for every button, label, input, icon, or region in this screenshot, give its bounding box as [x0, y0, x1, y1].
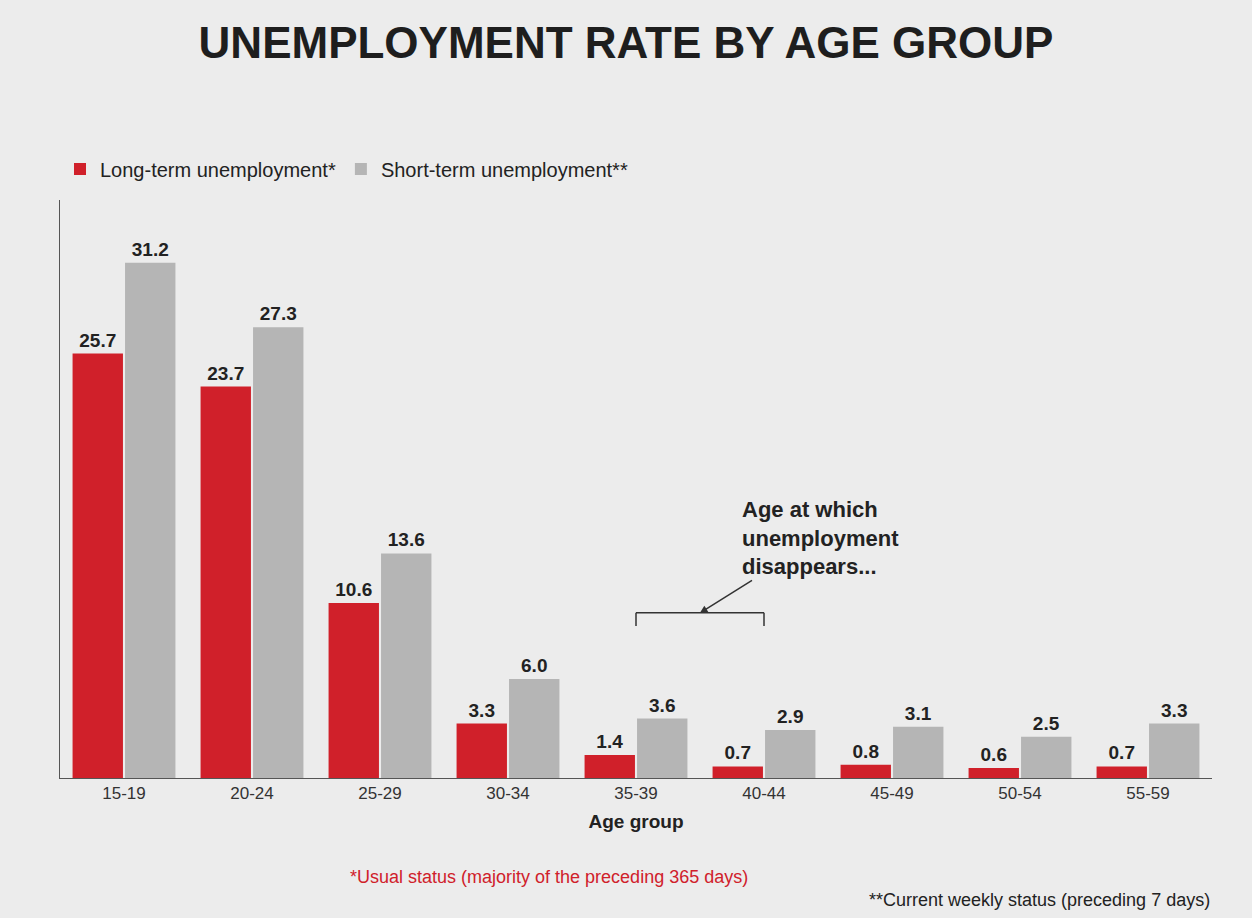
svg-text:55-59: 55-59 [1126, 784, 1169, 803]
svg-text:30-34: 30-34 [486, 784, 529, 803]
svg-text:2.9: 2.9 [777, 706, 803, 727]
svg-text:15-19: 15-19 [102, 784, 145, 803]
svg-text:45-49: 45-49 [870, 784, 913, 803]
svg-text:25.7: 25.7 [79, 330, 116, 351]
svg-text:2.5: 2.5 [1033, 713, 1060, 734]
svg-text:27.3: 27.3 [260, 303, 297, 324]
svg-text:0.6: 0.6 [981, 744, 1007, 765]
svg-text:50-54: 50-54 [998, 784, 1041, 803]
svg-text:25-29: 25-29 [358, 784, 401, 803]
svg-text:0.7: 0.7 [725, 742, 751, 763]
svg-text:20-24: 20-24 [230, 784, 273, 803]
svg-text:3.3: 3.3 [469, 700, 495, 721]
svg-text:UNEMPLOYMENT RATE BY AGE GROUP: UNEMPLOYMENT RATE BY AGE GROUP [199, 18, 1054, 67]
svg-text:10.6: 10.6 [335, 579, 372, 600]
svg-text:3.6: 3.6 [649, 695, 675, 716]
svg-text:*Usual status (majority of the: *Usual status (majority of the preceding… [350, 867, 748, 887]
svg-text:1.4: 1.4 [596, 731, 623, 752]
svg-text:35-39: 35-39 [614, 784, 657, 803]
svg-text:3.1: 3.1 [905, 703, 932, 724]
svg-text:Age at whichunemploymentdisapp: Age at whichunemploymentdisappears... [742, 497, 899, 579]
svg-text:13.6: 13.6 [388, 529, 425, 550]
svg-text:23.7: 23.7 [207, 363, 244, 384]
svg-text:40-44: 40-44 [742, 784, 785, 803]
svg-text:31.2: 31.2 [132, 239, 169, 260]
svg-text:6.0: 6.0 [521, 655, 547, 676]
svg-text:**Current weekly status (prece: **Current weekly status (preceding 7 day… [869, 890, 1210, 910]
svg-text:0.7: 0.7 [1109, 742, 1135, 763]
svg-text:3.3: 3.3 [1161, 700, 1187, 721]
svg-text:0.8: 0.8 [853, 741, 879, 762]
svg-text:Short-term unemployment**: Short-term unemployment** [381, 159, 628, 181]
svg-text:Age group: Age group [589, 811, 684, 832]
svg-text:Long-term unemployment*: Long-term unemployment* [100, 159, 336, 181]
